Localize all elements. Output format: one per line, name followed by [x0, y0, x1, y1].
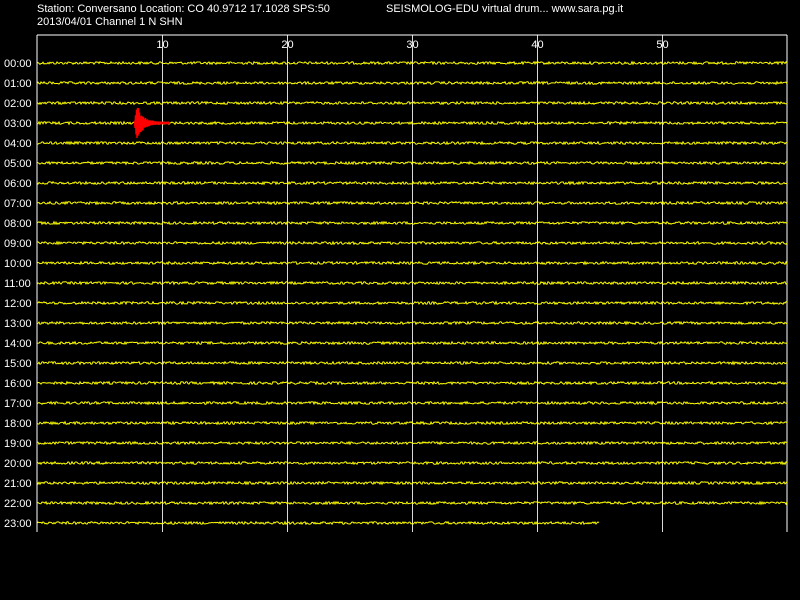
trace-line [36, 100, 788, 106]
row-time-label: 21:00 [4, 478, 32, 490]
trace-line [36, 360, 788, 366]
x-tick-label: 10 [156, 39, 168, 51]
row-time-label: 05:00 [4, 158, 32, 170]
trace-line [36, 480, 788, 486]
trace-line [36, 400, 788, 406]
trace-line [36, 340, 788, 346]
x-tick-label: 30 [406, 39, 418, 51]
row-time-label: 07:00 [4, 198, 32, 210]
station-info: Station: Conversano Location: CO 40.9712… [37, 3, 330, 15]
row-time-label: 09:00 [4, 238, 32, 250]
trace-line [36, 200, 788, 206]
row-time-label: 16:00 [4, 378, 32, 390]
trace-line [36, 160, 788, 166]
trace-line [36, 320, 788, 326]
trace-line [36, 140, 788, 146]
row-time-label: 10:00 [4, 258, 32, 270]
trace-line [36, 460, 788, 466]
trace-line [36, 420, 788, 426]
row-time-label: 14:00 [4, 338, 32, 350]
row-time-label: 01:00 [4, 78, 32, 90]
x-tick-label: 20 [281, 39, 293, 51]
x-tick-label: 50 [656, 39, 668, 51]
row-time-label: 17:00 [4, 398, 32, 410]
app-title: SEISMOLOG-EDU virtual drum... www.sara.p… [386, 3, 624, 15]
trace-line [36, 280, 788, 286]
row-time-label: 02:00 [4, 98, 32, 110]
row-time-label: 20:00 [4, 458, 32, 470]
trace-line [36, 380, 788, 386]
row-time-label: 13:00 [4, 318, 32, 330]
trace-line [36, 300, 788, 306]
row-time-label: 19:00 [4, 438, 32, 450]
trace-line [36, 180, 788, 186]
date-channel-info: 2013/04/01 Channel 1 N SHN [37, 16, 183, 28]
trace-line [36, 80, 788, 86]
x-tick-label: 40 [531, 39, 543, 51]
trace-line [36, 440, 788, 446]
trace-line [36, 240, 788, 246]
row-time-label: 11:00 [4, 278, 31, 290]
trace-line [36, 520, 600, 526]
row-time-label: 00:00 [4, 58, 32, 70]
trace-line [36, 500, 788, 506]
row-time-label: 12:00 [4, 298, 32, 310]
row-time-label: 06:00 [4, 178, 32, 190]
event-trace [133, 107, 171, 139]
trace-line [36, 60, 788, 66]
row-time-label: 18:00 [4, 418, 32, 430]
row-time-label: 22:00 [4, 498, 32, 510]
row-time-label: 04:00 [4, 138, 32, 150]
row-time-label: 15:00 [4, 358, 32, 370]
row-time-label: 08:00 [4, 218, 32, 230]
row-time-label: 23:00 [4, 518, 32, 530]
row-time-label: 03:00 [4, 118, 32, 130]
trace-line [36, 220, 788, 226]
trace-line [36, 260, 788, 266]
